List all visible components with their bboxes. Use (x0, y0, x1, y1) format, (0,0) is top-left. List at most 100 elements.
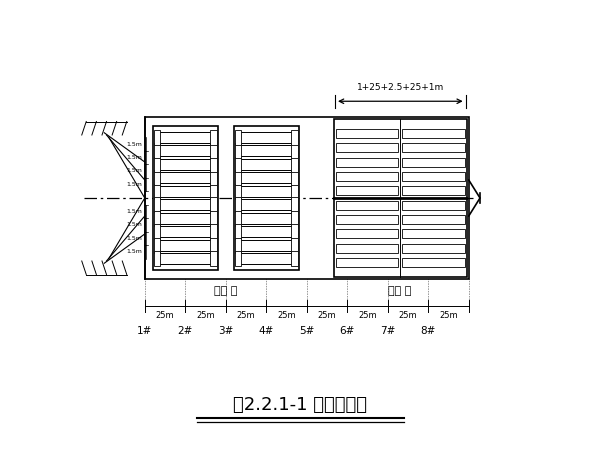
Bar (335, 201, 398, 210)
Bar (239, 132, 293, 143)
Bar (210, 143, 217, 158)
Bar (154, 143, 160, 158)
Bar (158, 240, 212, 251)
Bar (145, 117, 469, 279)
Bar (235, 143, 241, 158)
Bar (335, 172, 398, 181)
Bar (402, 201, 464, 210)
Text: 2#: 2# (178, 326, 193, 336)
Bar (235, 157, 241, 172)
Bar (402, 144, 464, 152)
Bar (158, 132, 212, 143)
Bar (210, 197, 217, 212)
Bar (335, 186, 398, 195)
Text: 1.5m: 1.5m (127, 249, 142, 255)
Bar (239, 240, 293, 251)
Bar (158, 253, 212, 264)
Bar (235, 197, 241, 212)
Bar (235, 211, 241, 226)
Text: 25m: 25m (358, 311, 377, 320)
Text: 25m: 25m (196, 311, 215, 320)
Bar (291, 157, 298, 172)
Text: 存梁 区: 存梁 区 (388, 286, 412, 296)
Bar (235, 251, 241, 266)
Bar (154, 130, 160, 145)
Bar (210, 251, 217, 266)
Bar (291, 224, 298, 239)
Bar (158, 186, 212, 197)
Bar (402, 186, 464, 195)
Bar (335, 144, 398, 152)
Text: 1.5m: 1.5m (127, 222, 142, 228)
Bar (158, 172, 212, 183)
Bar (402, 172, 464, 181)
Text: 1+25+2.5+25+1m: 1+25+2.5+25+1m (357, 83, 444, 92)
Bar (154, 211, 160, 226)
Bar (291, 184, 298, 199)
Text: 25m: 25m (277, 311, 296, 320)
Bar (154, 157, 160, 172)
Text: 1.5m: 1.5m (127, 236, 142, 241)
Bar (158, 213, 212, 224)
Bar (239, 172, 293, 183)
Bar (291, 143, 298, 158)
Text: 1.5m: 1.5m (127, 209, 142, 214)
Bar (158, 226, 212, 237)
Bar (210, 224, 217, 239)
Text: 25m: 25m (317, 311, 337, 320)
Bar (291, 170, 298, 185)
Bar (239, 186, 293, 197)
Bar (152, 126, 218, 270)
Bar (158, 199, 212, 210)
Bar (154, 251, 160, 266)
Bar (235, 238, 241, 253)
Bar (335, 230, 398, 238)
Bar (402, 215, 464, 224)
Bar (210, 130, 217, 145)
Text: 预制 区: 预制 区 (214, 286, 238, 296)
Text: 5#: 5# (299, 326, 314, 336)
Text: 1#: 1# (137, 326, 152, 336)
Bar (291, 238, 298, 253)
Bar (154, 224, 160, 239)
Bar (402, 158, 464, 166)
Bar (239, 213, 293, 224)
Bar (210, 238, 217, 253)
Text: 6#: 6# (340, 326, 355, 336)
Bar (154, 184, 160, 199)
Bar (291, 251, 298, 266)
Bar (239, 159, 293, 170)
Bar (239, 226, 293, 237)
Bar (210, 157, 217, 172)
Bar (233, 126, 299, 270)
Bar (402, 258, 464, 267)
Bar (335, 244, 398, 252)
Bar (335, 158, 398, 166)
Bar (335, 129, 398, 138)
Bar (291, 211, 298, 226)
Bar (235, 224, 241, 239)
Bar (235, 170, 241, 185)
Bar (402, 244, 464, 252)
Bar (335, 215, 398, 224)
Bar (210, 211, 217, 226)
Text: 25m: 25m (439, 311, 458, 320)
Bar (402, 230, 464, 238)
Bar (154, 238, 160, 253)
Bar (235, 184, 241, 199)
Text: 25m: 25m (155, 311, 175, 320)
Bar (239, 253, 293, 264)
Bar (235, 130, 241, 145)
Text: 25m: 25m (398, 311, 418, 320)
Bar (291, 197, 298, 212)
Bar (154, 197, 160, 212)
Bar (158, 159, 212, 170)
Text: 4#: 4# (259, 326, 274, 336)
Text: 3#: 3# (218, 326, 233, 336)
Bar (402, 129, 464, 138)
Bar (335, 258, 398, 267)
Bar (239, 199, 293, 210)
Text: 7#: 7# (380, 326, 395, 336)
Bar (334, 119, 467, 277)
Text: 25m: 25m (236, 311, 256, 320)
